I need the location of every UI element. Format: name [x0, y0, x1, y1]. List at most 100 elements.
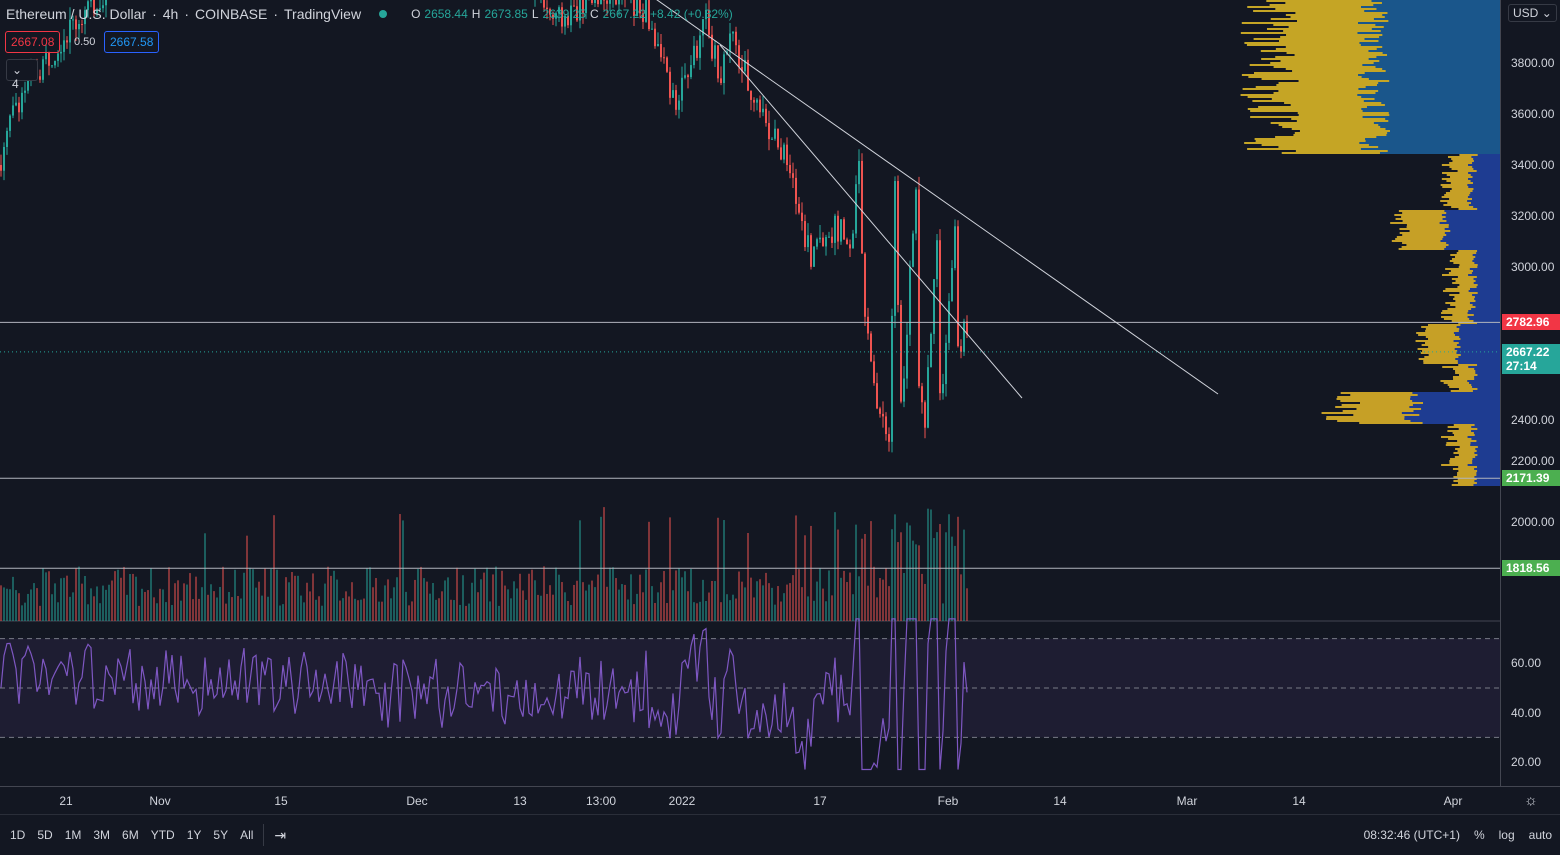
price-axis[interactable]: USD ⌄ 3800.00 3600.00 3400.00 3200.00 3000.0…	[1500, 0, 1560, 786]
volume-bar	[948, 514, 950, 621]
profile-bar	[1427, 324, 1500, 326]
volume-bar	[195, 576, 197, 621]
symbol-name[interactable]: Ethereum / U.S. Dollar	[6, 6, 147, 22]
candle	[855, 184, 857, 234]
profile-bar	[1250, 116, 1500, 118]
profile-bar-up	[1294, 132, 1388, 134]
volume-bar	[777, 586, 779, 621]
range-button-3m[interactable]: 3M	[93, 828, 111, 842]
profile-bar	[1449, 462, 1500, 464]
profile-bar-up	[1278, 82, 1379, 84]
volume-bar	[426, 581, 428, 621]
time-axis[interactable]: ☼ 21 Nov 15 Dec 13 13:00 2022 17 Feb 14 Mar 14 Apr	[0, 786, 1560, 814]
volume-bar	[894, 514, 896, 621]
profile-bar-up	[1418, 334, 1455, 336]
chart-canvas[interactable]	[0, 0, 1500, 786]
volume-bars	[0, 507, 968, 621]
volume-bar	[621, 584, 623, 621]
range-button-6m[interactable]: 6M	[122, 828, 139, 842]
volume-bar	[852, 594, 854, 621]
profile-bar-up	[1299, 130, 1390, 132]
ohlc-values: O 2658.44 H 2673.85 L 2639.25 C 2667.22 +8.4…	[411, 7, 733, 21]
goto-date-icon[interactable]: ⇥	[274, 826, 287, 843]
volume-bar	[954, 545, 956, 621]
separator: ·	[152, 6, 157, 22]
profile-bar	[1458, 428, 1500, 430]
profile-bar-up	[1417, 348, 1455, 350]
profile-bar-up	[1290, 16, 1385, 18]
candle	[672, 90, 674, 98]
volume-bar	[801, 587, 803, 621]
volume-bar	[765, 572, 767, 621]
volume-bar	[549, 585, 551, 621]
candle	[696, 45, 698, 58]
profile-bar-up	[1448, 438, 1472, 440]
volume-bar	[570, 605, 572, 621]
buy-button[interactable]: 2667.58	[104, 31, 160, 53]
range-button-all[interactable]: All	[240, 828, 254, 842]
volume-bar	[462, 575, 464, 621]
rsi-tick: 40.00	[1511, 705, 1542, 720]
candles	[0, 0, 968, 453]
volume-bar	[891, 529, 893, 621]
volume-bar	[231, 597, 233, 621]
candle	[729, 33, 731, 52]
volume-bar	[54, 583, 56, 621]
settings-icon[interactable]: ☼	[1524, 792, 1538, 809]
profile-bar-up	[1402, 234, 1447, 236]
time-tick: 13	[513, 794, 527, 808]
profile-bar-up	[1395, 238, 1443, 240]
profile-bar	[1447, 426, 1500, 428]
profile-bar	[1406, 244, 1500, 246]
profile-bar-up	[1454, 434, 1475, 436]
profile-bar	[1425, 336, 1500, 338]
range-button-1y[interactable]: 1Y	[186, 828, 202, 842]
profile-bar-up	[1458, 250, 1478, 252]
volume-bar	[183, 583, 185, 621]
range-button-ytd[interactable]: YTD	[150, 828, 175, 842]
profile-bar-up	[1275, 48, 1377, 50]
profile-bar	[1428, 338, 1500, 340]
profile-bar-up	[1255, 140, 1366, 142]
currency-select[interactable]: USD ⌄	[1508, 4, 1557, 22]
range-button-5y[interactable]: 5Y	[213, 828, 229, 842]
log-toggle[interactable]: log	[1498, 828, 1515, 842]
volume-bar	[207, 594, 209, 621]
volume-bar	[945, 532, 947, 621]
profile-bar	[1450, 182, 1500, 184]
profile-bar	[1283, 30, 1500, 32]
volume-bar	[495, 566, 497, 621]
candle	[897, 181, 899, 305]
profile-bar	[1247, 108, 1500, 110]
candle	[858, 160, 860, 185]
auto-toggle[interactable]: auto	[1528, 828, 1552, 842]
collapse-indicators-button[interactable]: ⌄ 4	[6, 59, 38, 91]
profile-bar	[1455, 280, 1500, 282]
spread: 0.50	[74, 36, 96, 48]
profile-bar	[1447, 308, 1500, 310]
profile-bar-up	[1293, 134, 1387, 136]
profile-bar-up	[1398, 248, 1445, 250]
profile-bar-up	[1458, 208, 1478, 210]
range-button-1m[interactable]: 1M	[64, 828, 82, 842]
volume-bar	[87, 604, 89, 621]
profile-bar	[1359, 402, 1500, 404]
percent-toggle[interactable]: %	[1473, 828, 1485, 842]
volume-bar	[921, 573, 923, 621]
sell-button[interactable]: 2667.08	[5, 31, 61, 53]
profile-bar	[1452, 432, 1500, 434]
volume-bar	[171, 605, 173, 621]
volume-bar	[654, 602, 656, 621]
profile-bar	[1457, 472, 1500, 474]
interval[interactable]: 4h	[162, 6, 179, 22]
volume-bar	[867, 585, 869, 621]
range-button-5d[interactable]: 5D	[37, 828, 53, 842]
range-button-1d[interactable]: 1D	[10, 828, 26, 842]
volume-bar	[528, 573, 530, 621]
profile-bar	[1443, 204, 1500, 206]
profile-bar-up	[1273, 24, 1376, 26]
time-tick: 17	[813, 794, 827, 808]
volume-bar	[660, 582, 662, 621]
candle	[642, 13, 644, 22]
profile-bar	[1336, 398, 1500, 400]
